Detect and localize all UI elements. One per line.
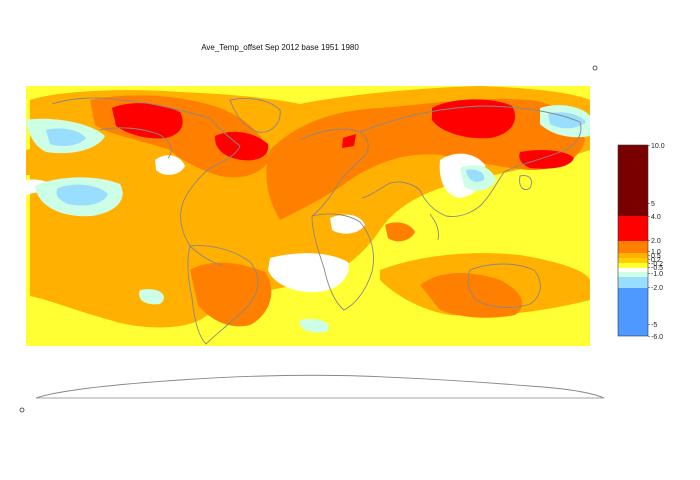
anomaly-light-blue — [46, 112, 586, 206]
legend-bin-9 — [618, 277, 648, 288]
legend-label: -0.2 — [651, 261, 663, 268]
corner-marker-top-right — [592, 65, 598, 71]
legend-label: 2.0 — [651, 238, 661, 245]
legend-label: -0.5 — [651, 265, 663, 272]
legend-label: -5 — [651, 322, 657, 329]
anomaly-red — [112, 99, 574, 169]
legend-bin-1 — [618, 203, 648, 216]
legend-label: -6.0 — [651, 334, 663, 341]
legend-bin-2 — [618, 216, 648, 241]
map-title: Ave_Temp_offset Sep 2012 base 1951 1980 — [201, 43, 359, 52]
legend-label: 0.5 — [651, 253, 661, 260]
legend-bin-6 — [618, 263, 648, 268]
legend-label: -2.0 — [651, 285, 663, 292]
legend-bin-3 — [618, 241, 648, 253]
legend-label: 4.0 — [651, 214, 661, 221]
legend-label: 1.0 — [651, 249, 661, 256]
coastlines — [35, 97, 605, 399]
legend-label: 5 — [651, 201, 655, 208]
corner-marker-bottom-left — [19, 407, 25, 413]
legend-label: 10.0 — [651, 143, 665, 150]
legend-label: -1.0 — [651, 271, 663, 278]
legend-label: 0.2 — [651, 257, 661, 264]
legend-bin-4 — [618, 253, 648, 258]
legend-bin-0 — [618, 145, 648, 203]
legend-bin-10 — [618, 288, 648, 336]
legend-bin-7 — [618, 268, 648, 272]
legend-bin-5 — [618, 258, 648, 263]
color-legend: 10.0 5 4.0 2.0 1.00.50.2-0.2-0.5-1.0 -2.0 -5 -6… — [617, 143, 665, 341]
legend-bin-8 — [618, 272, 648, 277]
